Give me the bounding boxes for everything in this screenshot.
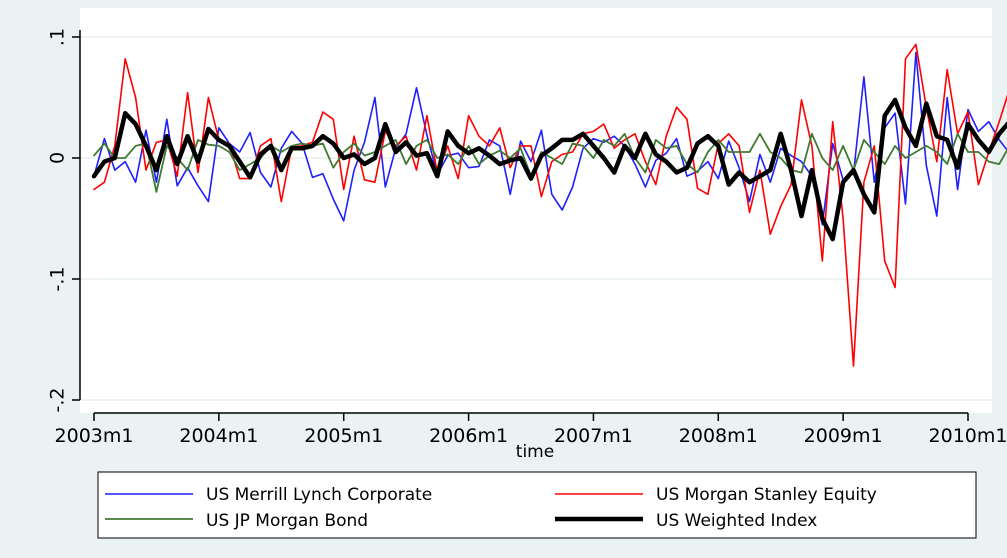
legend-label-merrill: US Merrill Lynch Corporate: [206, 485, 432, 505]
y-tick-label: 0: [47, 152, 69, 164]
x-tick-label: 2009m1: [804, 425, 883, 447]
x-axis-title: time: [516, 442, 554, 462]
x-tick-label: 2008m1: [679, 425, 758, 447]
x-tick-label: 2005m1: [304, 425, 383, 447]
x-tick-label: 2007m1: [554, 425, 633, 447]
legend-label-morgan-stanley: US Morgan Stanley Equity: [656, 485, 877, 505]
series-line-us-jp-morgan-bond: [93, 132, 1007, 193]
x-tick-label: 2003m1: [55, 425, 134, 447]
series-line-us-merrill-lynch-corporate: [93, 51, 1007, 226]
axes: [79, 30, 968, 414]
legend-box: [97, 471, 977, 539]
y-tick-label: -.1: [47, 267, 69, 292]
x-tick-label: 2006m1: [429, 425, 508, 447]
y-tick-label: -.2: [47, 388, 69, 413]
y-tick-label: .1: [47, 28, 69, 46]
legend-label-jp-morgan: US JP Morgan Bond: [206, 511, 368, 531]
series-line-us-weighted-index: [91, 97, 1007, 242]
series-lines: [91, 43, 1007, 367]
axis-ticks: -.2 -.1 0 .1 2003m1 2004m1 2005m1 2006m1 2007m1 2…: [47, 28, 1007, 447]
plot-background: [80, 8, 992, 413]
x-tick-label: 2004m1: [179, 425, 258, 447]
x-tick-label: 2010m1: [929, 425, 1007, 447]
legend: US Merrill Lynch Corporate US Morgan Sta…: [97, 471, 977, 539]
legend-label-weighted-index: US Weighted Index: [656, 511, 817, 531]
